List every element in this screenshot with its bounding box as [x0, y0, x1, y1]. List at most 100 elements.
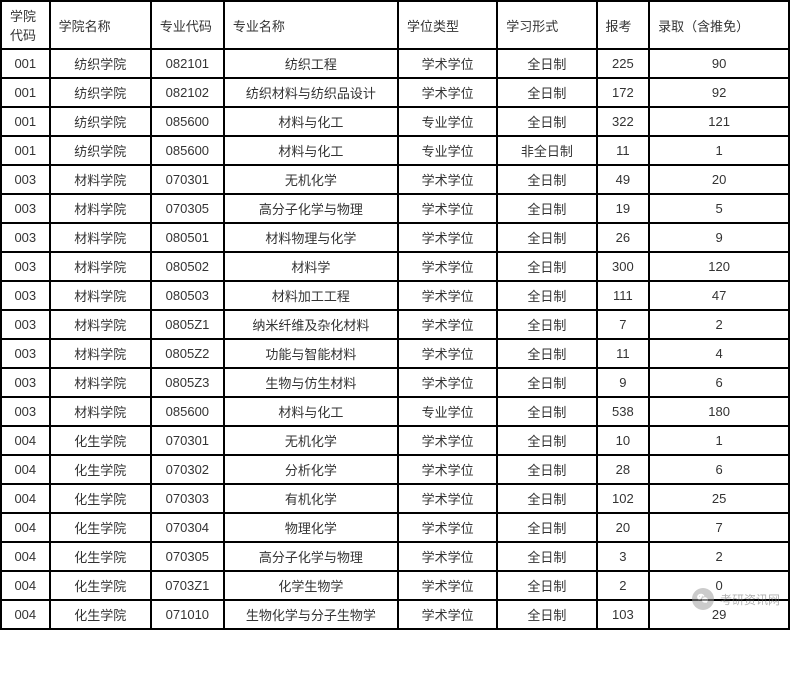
table-cell: 化生学院: [50, 426, 151, 455]
table-cell: 学术学位: [398, 339, 497, 368]
table-cell: 11: [597, 339, 650, 368]
table-cell: 材料学: [224, 252, 398, 281]
table-cell: 003: [1, 252, 50, 281]
table-cell: 学术学位: [398, 571, 497, 600]
table-cell: 082101: [151, 49, 224, 78]
table-row: 004化生学院0703Z1化学生物学学术学位全日制20: [1, 571, 789, 600]
table-cell: 全日制: [497, 165, 596, 194]
table-cell: 全日制: [497, 107, 596, 136]
table-cell: 9: [597, 368, 650, 397]
table-cell: 分析化学: [224, 455, 398, 484]
table-cell: 0805Z2: [151, 339, 224, 368]
table-cell: 2: [649, 542, 789, 571]
table-cell: 全日制: [497, 571, 596, 600]
table-cell: 全日制: [497, 339, 596, 368]
table-cell: 102: [597, 484, 650, 513]
table-cell: 0805Z3: [151, 368, 224, 397]
table-cell: 高分子化学与物理: [224, 194, 398, 223]
table-cell: 学术学位: [398, 513, 497, 542]
table-row: 004化生学院070305高分子化学与物理学术学位全日制32: [1, 542, 789, 571]
table-cell: 学术学位: [398, 455, 497, 484]
table-cell: 001: [1, 78, 50, 107]
table-cell: 全日制: [497, 542, 596, 571]
table-cell: 学术学位: [398, 223, 497, 252]
table-cell: 全日制: [497, 78, 596, 107]
table-cell: 070304: [151, 513, 224, 542]
table-cell: 20: [597, 513, 650, 542]
table-cell: 纺织工程: [224, 49, 398, 78]
table-cell: 19: [597, 194, 650, 223]
admissions-table: 学院代码 学院名称 专业代码 专业名称 学位类型 学习形式 报考 录取（含推免）…: [0, 0, 790, 630]
table-cell: 全日制: [497, 223, 596, 252]
table-cell: 003: [1, 281, 50, 310]
table-cell: 学术学位: [398, 165, 497, 194]
table-cell: 学术学位: [398, 600, 497, 629]
table-cell: 材料学院: [50, 223, 151, 252]
table-cell: 材料与化工: [224, 397, 398, 426]
table-cell: 全日制: [497, 426, 596, 455]
table-cell: 070305: [151, 194, 224, 223]
col-header-college-code: 学院代码: [1, 1, 50, 49]
table-header-row: 学院代码 学院名称 专业代码 专业名称 学位类型 学习形式 报考 录取（含推免）: [1, 1, 789, 49]
table-cell: 004: [1, 484, 50, 513]
table-cell: 纳米纤维及杂化材料: [224, 310, 398, 339]
table-cell: 学术学位: [398, 484, 497, 513]
table-cell: 专业学位: [398, 107, 497, 136]
table-cell: 1: [649, 136, 789, 165]
table-row: 001纺织学院082102纺织材料与纺织品设计学术学位全日制17292: [1, 78, 789, 107]
table-cell: 化生学院: [50, 571, 151, 600]
table-cell: 纺织材料与纺织品设计: [224, 78, 398, 107]
table-cell: 学术学位: [398, 368, 497, 397]
table-cell: 全日制: [497, 252, 596, 281]
table-cell: 材料与化工: [224, 107, 398, 136]
table-cell: 物理化学: [224, 513, 398, 542]
table-cell: 全日制: [497, 281, 596, 310]
table-cell: 纺织学院: [50, 49, 151, 78]
table-cell: 学术学位: [398, 78, 497, 107]
table-cell: 085600: [151, 136, 224, 165]
table-row: 003材料学院0805Z2功能与智能材料学术学位全日制114: [1, 339, 789, 368]
table-cell: 有机化学: [224, 484, 398, 513]
table-cell: 26: [597, 223, 650, 252]
table-cell: 070302: [151, 455, 224, 484]
table-cell: 29: [649, 600, 789, 629]
table-cell: 材料学院: [50, 368, 151, 397]
table-cell: 无机化学: [224, 165, 398, 194]
table-cell: 全日制: [497, 397, 596, 426]
table-row: 003材料学院080502材料学学术学位全日制300120: [1, 252, 789, 281]
table-row: 003材料学院085600材料与化工专业学位全日制538180: [1, 397, 789, 426]
table-cell: 功能与智能材料: [224, 339, 398, 368]
col-header-degree-type: 学位类型: [398, 1, 497, 49]
table-cell: 004: [1, 513, 50, 542]
table-cell: 080503: [151, 281, 224, 310]
table-cell: 化生学院: [50, 542, 151, 571]
table-cell: 003: [1, 165, 50, 194]
table-cell: 004: [1, 571, 50, 600]
table-cell: 7: [597, 310, 650, 339]
table-cell: 全日制: [497, 49, 596, 78]
table-cell: 003: [1, 310, 50, 339]
table-cell: 1: [649, 426, 789, 455]
table-cell: 0805Z1: [151, 310, 224, 339]
table-cell: 材料学院: [50, 252, 151, 281]
table-cell: 学术学位: [398, 194, 497, 223]
table-cell: 10: [597, 426, 650, 455]
table-row: 001纺织学院085600材料与化工专业学位非全日制111: [1, 136, 789, 165]
table-cell: 92: [649, 78, 789, 107]
table-cell: 28: [597, 455, 650, 484]
table-cell: 材料物理与化学: [224, 223, 398, 252]
table-cell: 材料学院: [50, 310, 151, 339]
table-cell: 004: [1, 542, 50, 571]
table-cell: 001: [1, 107, 50, 136]
table-cell: 0703Z1: [151, 571, 224, 600]
table-cell: 080502: [151, 252, 224, 281]
table-cell: 20: [649, 165, 789, 194]
table-cell: 003: [1, 339, 50, 368]
table-cell: 003: [1, 223, 50, 252]
table-cell: 化学生物学: [224, 571, 398, 600]
table-cell: 化生学院: [50, 484, 151, 513]
table-cell: 全日制: [497, 194, 596, 223]
table-cell: 070301: [151, 426, 224, 455]
table-cell: 材料学院: [50, 397, 151, 426]
table-cell: 538: [597, 397, 650, 426]
